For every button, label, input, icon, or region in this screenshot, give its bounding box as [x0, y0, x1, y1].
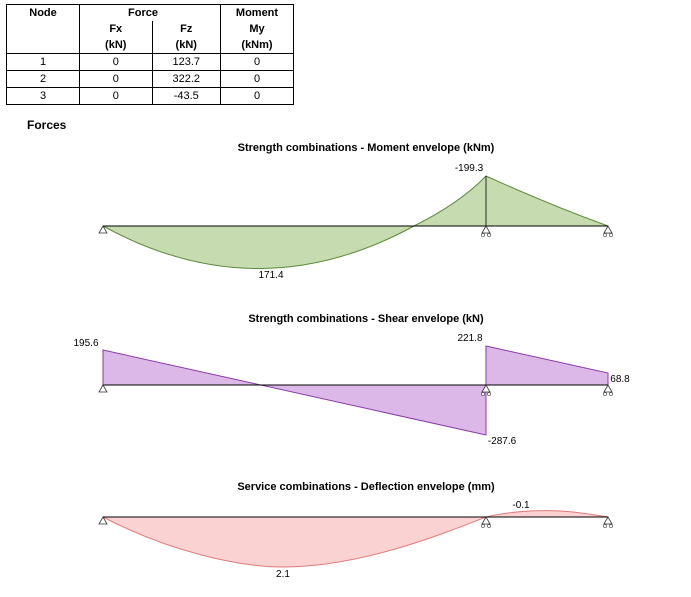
header-fx: Fx	[79, 21, 153, 37]
cell-fz: 123.7	[151, 53, 221, 71]
cell-my: 0	[220, 87, 294, 105]
table-row: 1 0 123.7 0	[6, 53, 294, 71]
moment-sagging-area	[102, 225, 415, 269]
support-icon	[603, 225, 613, 237]
support-icon	[481, 516, 491, 528]
reactions-table: Node Force Moment Fx Fz My (kN) (kN) (kN…	[6, 4, 294, 105]
header-my: My	[220, 21, 294, 37]
deflection-label-span2: -0.1	[512, 500, 530, 511]
header-force: Force	[128, 4, 221, 21]
support-icon	[98, 225, 108, 234]
shear-span1-area	[102, 349, 487, 436]
deflection-span2-area	[485, 510, 609, 518]
header-node-spacer	[6, 21, 80, 37]
cell-fz: 322.2	[151, 70, 221, 88]
cell-node: 3	[6, 87, 80, 105]
deflection-label-span1: 2.1	[276, 569, 290, 580]
table-row: 3 0 -43.5 0	[6, 87, 294, 105]
support-icon	[98, 516, 108, 525]
deflection-envelope: Service combinations - Deflection envelo…	[98, 481, 613, 580]
support-icon	[603, 516, 613, 528]
deflection-title: Service combinations - Deflection envelo…	[237, 481, 495, 493]
moment-envelope: Strength combinations - Moment envelope …	[98, 142, 613, 281]
shear-label-left: 195.6	[73, 338, 98, 349]
header-node: Node	[6, 4, 80, 21]
shear-label-right: 68.8	[610, 374, 630, 385]
cell-fz: -43.5	[151, 87, 221, 105]
deflection-span1-area	[102, 516, 487, 568]
moment-max-pos-label: 171.4	[258, 270, 283, 281]
support-icon	[603, 384, 613, 396]
table-row: 2 0 322.2 0	[6, 70, 294, 88]
header-force-left	[79, 4, 152, 21]
moment-title: Strength combinations - Moment envelope …	[238, 142, 495, 154]
support-icon	[98, 384, 108, 393]
moment-max-neg-label: -199.3	[455, 163, 484, 174]
shear-label-mid-top: 221.8	[457, 333, 482, 344]
shear-envelope: Strength combinations - Shear envelope (…	[73, 313, 630, 447]
shear-label-mid-bottom: -287.6	[488, 436, 517, 447]
support-icon	[481, 225, 491, 237]
shear-title: Strength combinations - Shear envelope (…	[248, 313, 484, 325]
header-moment: Moment	[220, 4, 294, 21]
support-icon	[481, 384, 491, 396]
moment-hogging-area	[413, 175, 609, 227]
cell-fx: 0	[79, 87, 153, 105]
forces-label: Forces	[27, 118, 67, 132]
shear-span2-area	[485, 345, 609, 386]
